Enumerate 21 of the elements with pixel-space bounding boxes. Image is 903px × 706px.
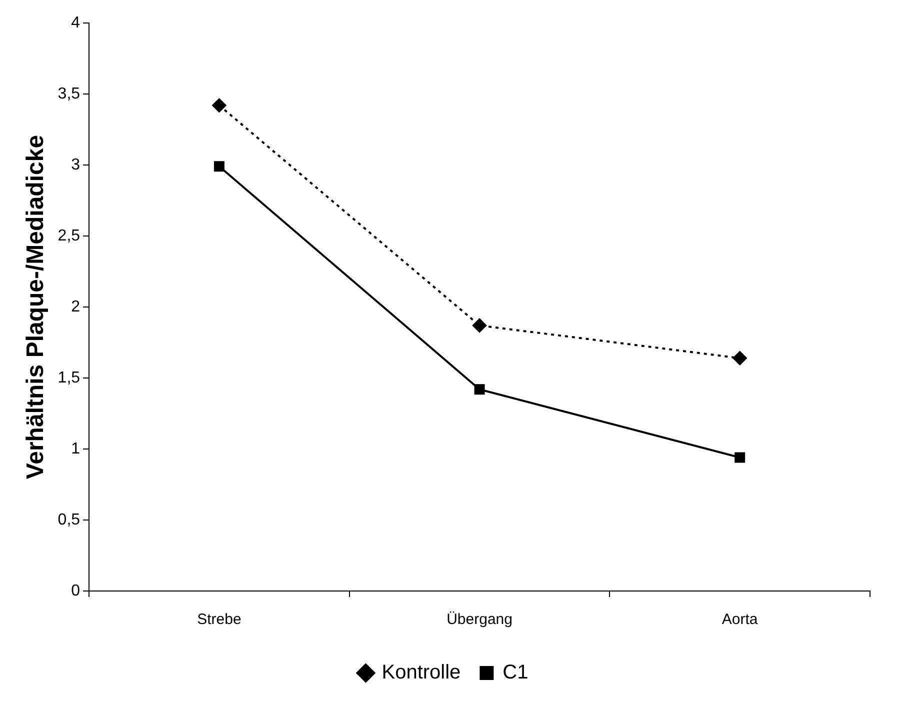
point bbox=[212, 98, 226, 112]
point bbox=[474, 384, 485, 395]
y-tick-label: 3 bbox=[71, 156, 80, 174]
point bbox=[214, 161, 224, 172]
point bbox=[734, 452, 746, 463]
y-tick-label: 4 bbox=[71, 14, 80, 32]
x-tick-label: Strebe bbox=[197, 611, 242, 628]
y-tick-label: 2 bbox=[71, 298, 80, 316]
y-tick-label: 1,5 bbox=[58, 369, 80, 386]
x-tick-label: Aorta bbox=[722, 611, 758, 628]
point bbox=[472, 318, 487, 332]
y-tick-label: 0,5 bbox=[58, 511, 80, 528]
x-tick-label: Übergang bbox=[446, 611, 512, 628]
y-axis-title: Verhältnis Plaque-/Mediadicke bbox=[22, 134, 50, 480]
y-tick-label: 1 bbox=[71, 440, 80, 458]
y-tick-label: 3,5 bbox=[58, 85, 80, 102]
y-tick-label: 2,5 bbox=[58, 227, 80, 244]
y-tick-label: 0 bbox=[71, 582, 80, 600]
legend-label: Kontrolle bbox=[382, 662, 461, 684]
point bbox=[732, 351, 747, 366]
legend-label: C1 bbox=[502, 662, 528, 684]
